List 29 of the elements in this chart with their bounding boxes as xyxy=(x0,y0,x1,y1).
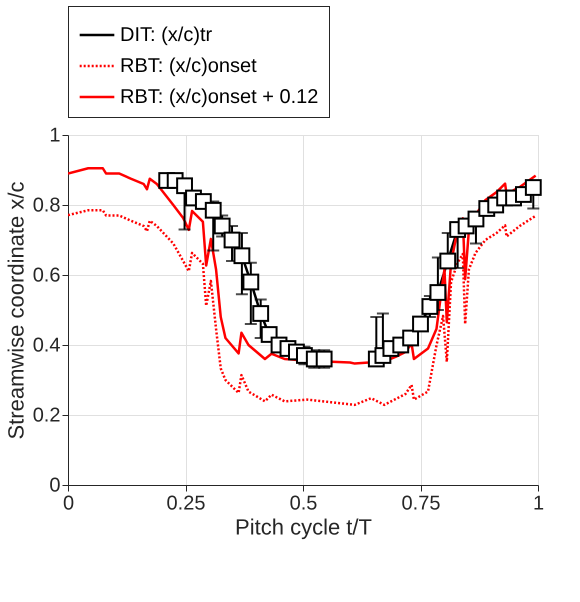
point xyxy=(242,274,260,290)
point xyxy=(524,179,542,196)
point xyxy=(204,202,222,219)
y-tick-label: 1 xyxy=(49,124,60,146)
point xyxy=(214,218,231,234)
x-tick-label: 0 xyxy=(62,492,74,514)
point xyxy=(429,284,446,301)
y-tick-label: 0.2 xyxy=(32,404,60,426)
point xyxy=(233,247,250,264)
point xyxy=(224,232,240,248)
legend-label: RBT: (x/c)onset + 0.12 xyxy=(120,86,318,108)
x-tick-label: 0.25 xyxy=(166,492,206,514)
y-tick-label: 0.6 xyxy=(32,264,60,286)
x-tick-label: 0.75 xyxy=(402,492,440,514)
point xyxy=(316,350,333,368)
y-tick-label: 0.8 xyxy=(32,194,60,216)
point xyxy=(421,298,438,315)
point xyxy=(252,305,270,322)
y-axis-title: Streamwise coordinate x/c xyxy=(4,182,29,440)
point xyxy=(412,316,429,332)
point xyxy=(439,252,456,270)
legend-label: RBT: (x/c)onset xyxy=(120,55,258,77)
y-tick-label: 0 xyxy=(49,474,60,496)
y-tick-label: 0.4 xyxy=(32,334,60,356)
x-axis-title: Pitch cycle t/T xyxy=(235,514,372,540)
x-tick-label: 0.5 xyxy=(290,492,318,514)
point xyxy=(402,330,420,346)
x-tick-label: 1 xyxy=(532,492,544,514)
legend-label: DIT: (x/c)tr xyxy=(120,24,213,46)
